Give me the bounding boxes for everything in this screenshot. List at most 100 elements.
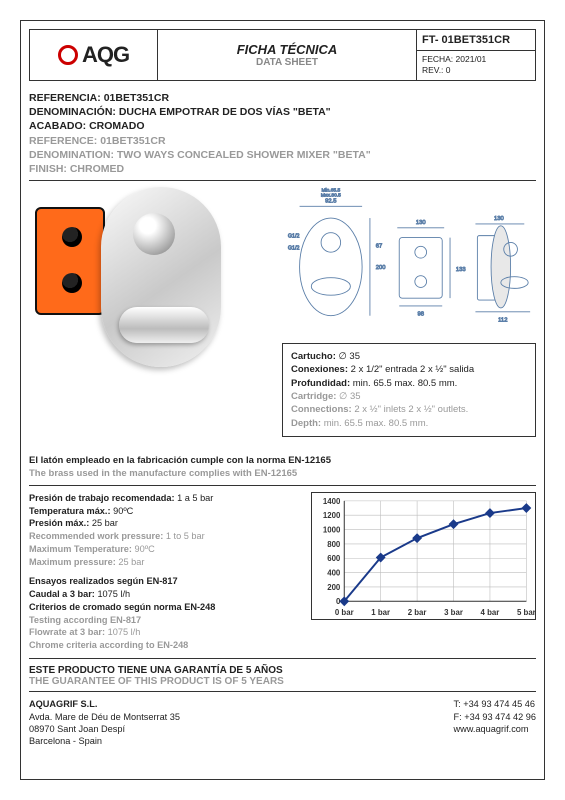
addr2: 08970 Sant Joan Despí: [29, 723, 180, 735]
conex-value: 2 x 1/2" entrada 2 x ½" salida: [351, 364, 474, 375]
svg-text:200: 200: [327, 583, 341, 592]
denom-es-label: DENOMINACIÓN:: [29, 106, 116, 118]
compliance-es: El latón empleado en la fabricación cump…: [29, 455, 536, 468]
doc-code: FT- 01BET351CR: [417, 30, 535, 51]
mixer-lever: [119, 307, 209, 343]
svg-text:1 bar: 1 bar: [371, 608, 390, 617]
chrome-label: Chrome criteria according to EN-248: [29, 639, 301, 652]
tech-right-column: 92.5 Max.80.5 Min.65.5 G1/2 G1/2 200 67: [282, 187, 536, 447]
cartridge-label: Cartridge:: [291, 391, 336, 402]
rec-work-pressure-label: Recommended work pressure:: [29, 531, 163, 541]
footer-left: AQUAGRIF S.L. Avda. Mare de Déu de Monts…: [29, 698, 180, 748]
temp-max-label: Temperatura máx.:: [29, 506, 111, 516]
warranty-en: THE GUARANTEE OF THIS PRODUCT IS OF 5 YE…: [29, 676, 536, 687]
inlet-hole-icon: [62, 273, 82, 293]
fax: F: +34 93 474 42 96: [454, 711, 537, 723]
depth-label: Depth:: [291, 418, 321, 429]
reference-block: REFERENCIA: 01BET351CR DENOMINACIÓN: DUC…: [29, 91, 536, 181]
middle-region: 92.5 Max.80.5 Min.65.5 G1/2 G1/2 200 67: [29, 187, 536, 447]
footer: AQUAGRIF S.L. Avda. Mare de Déu de Monts…: [29, 698, 536, 748]
fecha-label: FECHA:: [422, 54, 453, 64]
conex-label: Conexiones:: [291, 364, 348, 375]
fecha-value: 2021/01: [456, 54, 487, 64]
testing-label: Testing according EN-817: [29, 614, 301, 627]
prof-label: Profundidad:: [291, 378, 350, 389]
presion-max: 25 bar: [92, 518, 118, 528]
dim-92-5: 92.5: [325, 198, 337, 204]
dim-min: Min.65.5: [321, 188, 340, 194]
presion-trabajo-label: Presión de trabajo recomendada:: [29, 493, 175, 503]
ref-en-label: REFERENCE:: [29, 135, 97, 147]
prof-value: min. 65.5 max. 80.5 mm.: [353, 378, 458, 389]
denom-en: TWO WAYS CONCEALED SHOWER MIXER "BETA": [117, 149, 371, 161]
connections-label: Connections:: [291, 404, 352, 415]
temp-max: 90ºC: [113, 506, 133, 516]
svg-text:800: 800: [327, 540, 341, 549]
doc-title-en: DATA SHEET: [158, 57, 416, 68]
ensayos-label: Ensayos realizados según EN-817: [29, 575, 301, 588]
max-pressure-label: Maximum pressure:: [29, 557, 116, 567]
max-pressure: 25 bar: [118, 557, 144, 567]
header-table: AQG FICHA TÉCNICA DATA SHEET FT- 01BET35…: [29, 29, 536, 81]
rec-work-pressure: 1 to 5 bar: [166, 531, 205, 541]
dim-98: 98: [417, 312, 424, 318]
technical-drawings: 92.5 Max.80.5 Min.65.5 G1/2 G1/2 200 67: [282, 187, 536, 337]
brand-text: AQG: [82, 42, 129, 68]
svg-text:1000: 1000: [323, 525, 341, 534]
dim-130: 130: [416, 220, 427, 226]
cartucho-value: ∅ 35: [339, 351, 360, 362]
warranty-block: ESTE PRODUCTO TIENE UNA GARANTÍA DE 5 AÑ…: [29, 665, 536, 692]
caudal-label: Caudal a 3 bar:: [29, 589, 95, 599]
svg-text:600: 600: [327, 554, 341, 563]
cartucho-label: Cartucho:: [291, 351, 336, 362]
compliance-en: The brass used in the manufacture compli…: [29, 468, 536, 481]
product-image: [29, 187, 274, 447]
spec-box: Cartucho: ∅ 35 Conexiones: 2 x 1/2" entr…: [282, 343, 536, 437]
presion-max-label: Presión máx.:: [29, 518, 89, 528]
dim-130b: 130: [494, 216, 505, 222]
presion-trabajo: 1 a 5 bar: [177, 493, 213, 503]
dim-g12: G1/2: [288, 234, 300, 240]
logo-ring-icon: [58, 45, 78, 65]
header-right-cell: FT- 01BET351CR FECHA: 2021/01 REV.: 0: [417, 30, 535, 80]
rev-value: 0: [446, 65, 451, 75]
dim-133: 133: [456, 267, 466, 273]
doc-meta: FECHA: 2021/01 REV.: 0: [417, 51, 535, 79]
ref-en-value: 01BET351CR: [100, 135, 165, 147]
compliance-block: El latón empleado en la fabricación cump…: [29, 455, 536, 486]
finish-es-label: ACABADO:: [29, 120, 86, 132]
dim-112: 112: [498, 318, 507, 324]
page-frame: AQG FICHA TÉCNICA DATA SHEET FT- 01BET35…: [20, 20, 545, 780]
diverter-knob: [133, 213, 175, 255]
web: www.aquagrif.com: [454, 723, 537, 735]
ref-es-label: REFERENCIA:: [29, 92, 101, 104]
header-title-cell: FICHA TÉCNICA DATA SHEET: [158, 30, 417, 80]
finish-en-label: FINISH:: [29, 163, 67, 175]
finish-es: CROMADO: [89, 120, 144, 132]
svg-text:0 bar: 0 bar: [335, 608, 354, 617]
company-name: AQUAGRIF S.L.: [29, 698, 180, 710]
params-text: Presión de trabajo recomendada: 1 a 5 ba…: [29, 492, 301, 653]
finish-en: CHROMED: [70, 163, 124, 175]
footer-right: T: +34 93 474 45 46 F: +34 93 474 42 96 …: [454, 698, 537, 748]
inlet-hole-icon: [62, 227, 82, 247]
tel: T: +34 93 474 45 46: [454, 698, 537, 710]
dim-200: 200: [376, 265, 387, 271]
svg-text:3 bar: 3 bar: [444, 608, 463, 617]
addr1: Avda. Mare de Déu de Montserrat 35: [29, 711, 180, 723]
rev-label: REV.:: [422, 65, 443, 75]
dim-g12b: G1/2: [288, 245, 300, 251]
product-back-box: [35, 207, 105, 315]
svg-text:2 bar: 2 bar: [408, 608, 427, 617]
brand-logo: AQG: [30, 30, 158, 80]
caudal: 1075 l/h: [97, 589, 130, 599]
svg-text:4 bar: 4 bar: [481, 608, 500, 617]
denom-en-label: DENOMINATION:: [29, 149, 114, 161]
connections-value: 2 x ½" inlets 2 x ½" outlets.: [354, 404, 468, 415]
svg-text:5 bar: 5 bar: [517, 608, 535, 617]
svg-text:1200: 1200: [323, 511, 341, 520]
params-row: Presión de trabajo recomendada: 1 a 5 ba…: [29, 492, 536, 660]
flowrate: 1075 l/h: [108, 627, 141, 637]
warranty-es: ESTE PRODUCTO TIENE UNA GARANTÍA DE 5 AÑ…: [29, 665, 536, 676]
doc-title-es: FICHA TÉCNICA: [158, 42, 416, 57]
